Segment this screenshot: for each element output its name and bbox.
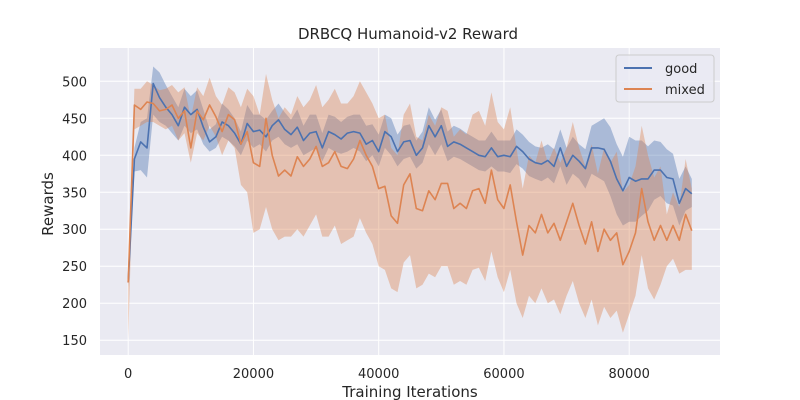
y-tick-label: 150	[62, 334, 87, 349]
legend-label-good: good	[665, 62, 697, 77]
x-tick-labels: 0 20000 40000 60000 80000	[124, 367, 650, 382]
series-line-good	[127, 82, 693, 283]
confidence-band-good	[128, 66, 692, 287]
chart-title: DRBCQ Humanoid-v2 Reward	[298, 25, 518, 43]
series-line-mixed	[127, 101, 693, 283]
x-tick-label: 40000	[358, 367, 399, 382]
y-tick-label: 350	[62, 186, 87, 201]
y-tick-label: 450	[62, 112, 87, 127]
y-tick-labels: 150 200 250 300 350 400 450 500	[62, 75, 87, 349]
x-tick-label: 0	[124, 367, 132, 382]
legend-box	[615, 54, 715, 103]
y-tick-label: 250	[62, 260, 87, 275]
y-tick-label: 300	[62, 223, 87, 238]
x-tick-label: 80000	[609, 367, 650, 382]
x-axis-label: Training Iterations	[341, 383, 478, 400]
series-lines	[127, 82, 693, 283]
y-tick-label: 500	[62, 75, 87, 90]
x-tick-label: 20000	[233, 367, 274, 382]
grid-lines	[100, 48, 720, 355]
y-tick-label: 400	[62, 149, 87, 164]
legend: good mixed	[615, 54, 715, 103]
y-tick-label: 200	[62, 297, 87, 312]
x-tick-label: 60000	[483, 367, 524, 382]
y-axis-label: Rewards	[39, 172, 57, 236]
legend-label-mixed: mixed	[665, 83, 705, 98]
